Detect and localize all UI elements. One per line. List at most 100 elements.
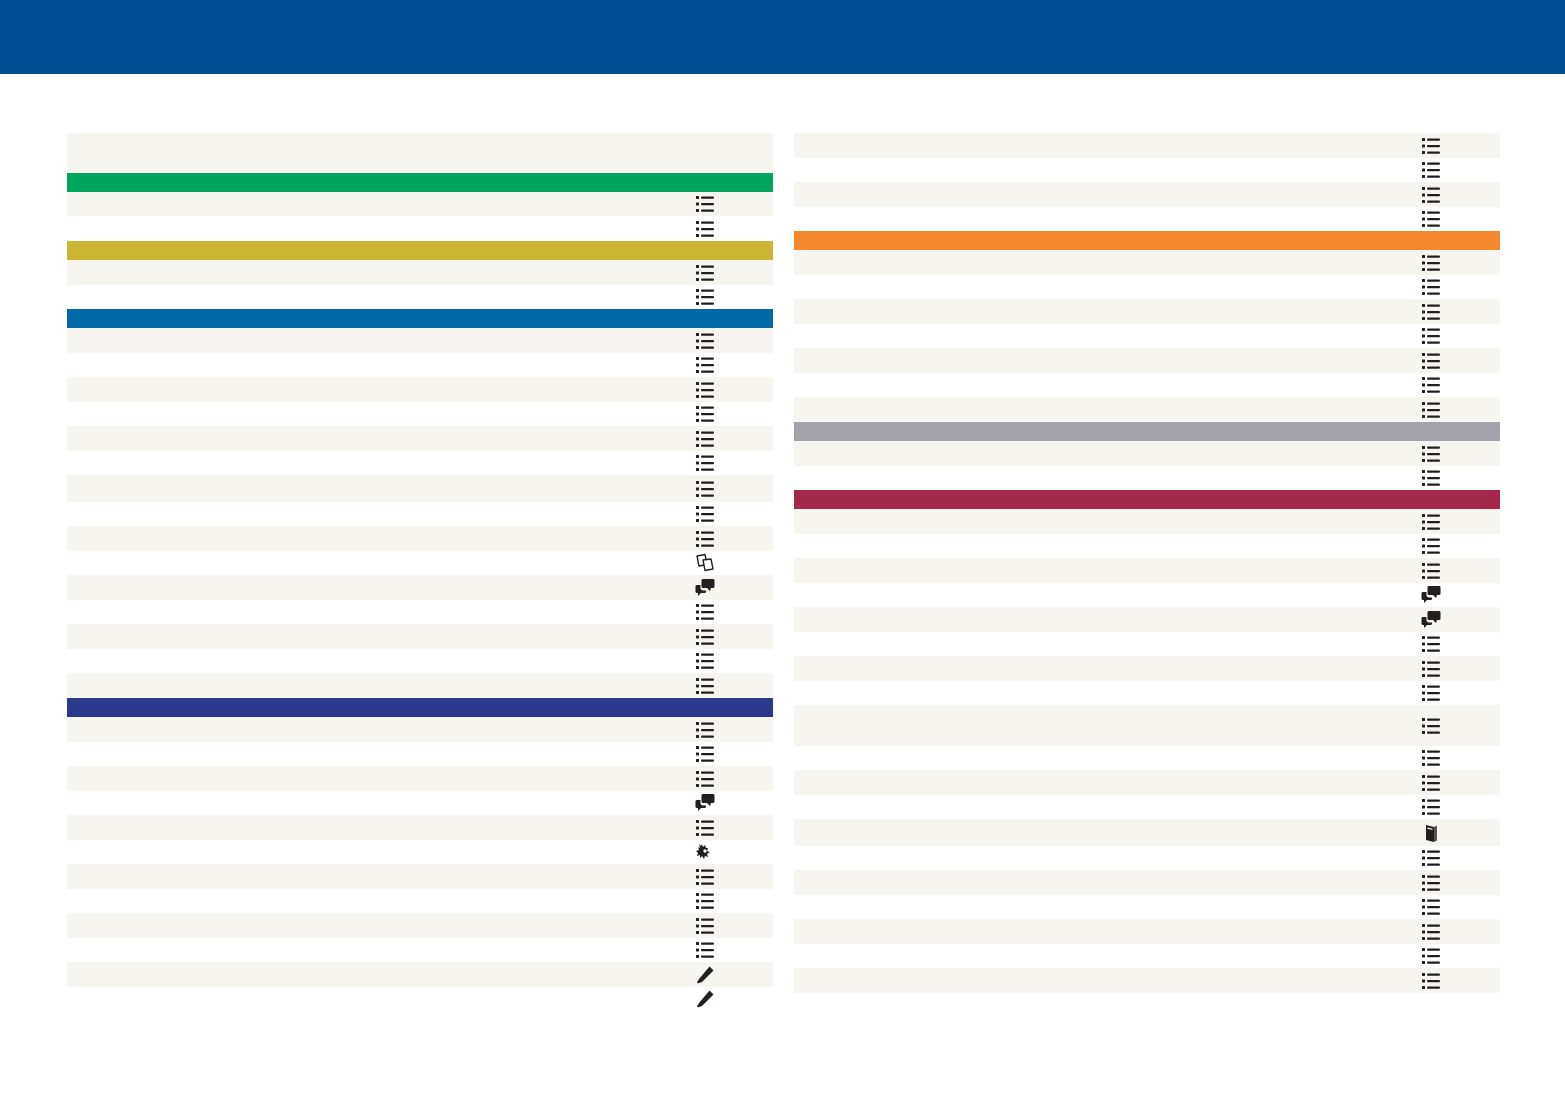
list-icon[interactable] — [695, 219, 715, 239]
list-icon[interactable] — [1421, 326, 1441, 346]
chat-bubbles-icon[interactable] — [695, 578, 715, 598]
list-icon[interactable] — [1421, 512, 1441, 532]
list-icon[interactable] — [1421, 561, 1441, 581]
left-list-row — [67, 475, 773, 502]
icon-label — [1421, 273, 1422, 274]
icon-label — [695, 813, 696, 814]
list-icon[interactable] — [695, 529, 715, 549]
right-list-row — [794, 299, 1500, 324]
list-icon[interactable] — [1421, 797, 1441, 817]
list-icon[interactable] — [1421, 897, 1441, 917]
pencil-icon[interactable] — [695, 989, 715, 1009]
right-section-header-gray — [794, 422, 1500, 441]
list-icon[interactable] — [695, 867, 715, 887]
list-icon[interactable] — [695, 627, 715, 647]
icon-label — [1421, 605, 1422, 606]
list-icon[interactable] — [695, 651, 715, 671]
left-list-row — [67, 913, 773, 938]
list-icon[interactable] — [695, 429, 715, 449]
icon-label — [695, 239, 696, 240]
list-icon[interactable] — [695, 891, 715, 911]
list-icon[interactable] — [695, 263, 715, 283]
list-icon[interactable] — [1421, 946, 1441, 966]
icon-label — [1421, 395, 1422, 396]
icon-label — [695, 214, 696, 215]
list-icon[interactable] — [695, 287, 715, 307]
icon-label — [695, 696, 696, 697]
icon-label — [1421, 679, 1422, 680]
right-list-row — [794, 509, 1500, 534]
list-icon[interactable] — [1421, 536, 1441, 556]
list-icon[interactable] — [695, 916, 715, 936]
left-list-row — [67, 285, 773, 309]
right-list-row — [794, 895, 1500, 919]
list-icon[interactable] — [695, 453, 715, 473]
list-icon[interactable] — [695, 404, 715, 424]
crest-icon[interactable] — [695, 842, 715, 862]
left-section-header-olive — [67, 241, 773, 260]
list-icon[interactable] — [1421, 277, 1441, 297]
list-icon[interactable] — [1421, 748, 1441, 768]
left-list-row — [67, 962, 773, 987]
list-icon[interactable] — [1421, 209, 1441, 229]
list-icon[interactable] — [1421, 351, 1441, 371]
left-list-row — [67, 673, 773, 698]
list-icon[interactable] — [1421, 468, 1441, 488]
list-icon[interactable] — [695, 380, 715, 400]
right-section-header-maroon — [794, 490, 1500, 509]
list-icon[interactable] — [695, 479, 715, 499]
left-list-row — [67, 502, 773, 526]
list-icon[interactable] — [1421, 375, 1441, 395]
list-icon[interactable] — [695, 676, 715, 696]
pencil-icon[interactable] — [695, 965, 715, 985]
right-list-row — [794, 705, 1500, 746]
icon-label — [695, 671, 696, 672]
right-list-row — [794, 534, 1500, 558]
book-icon[interactable] — [1421, 823, 1441, 843]
icon-label — [695, 647, 696, 648]
list-icon[interactable] — [695, 331, 715, 351]
list-icon[interactable] — [1421, 160, 1441, 180]
right-list-row — [794, 583, 1500, 607]
list-icon[interactable] — [1421, 253, 1441, 273]
list-icon[interactable] — [1421, 848, 1441, 868]
right-list-row — [794, 275, 1500, 299]
list-icon[interactable] — [695, 818, 715, 838]
list-icon[interactable] — [1421, 716, 1441, 736]
chat-bubbles-icon[interactable] — [1421, 585, 1441, 605]
icon-label — [695, 862, 696, 863]
list-icon[interactable] — [1421, 922, 1441, 942]
right-list-row — [794, 558, 1500, 583]
left-list-row — [67, 938, 773, 962]
list-icon[interactable] — [695, 720, 715, 740]
list-icon[interactable] — [1421, 773, 1441, 793]
chat-bubbles-icon[interactable] — [1421, 610, 1441, 630]
list-icon[interactable] — [1421, 971, 1441, 991]
list-icon[interactable] — [695, 355, 715, 375]
notes-icon[interactable] — [695, 553, 715, 573]
list-icon[interactable] — [1421, 873, 1441, 893]
list-icon[interactable] — [695, 769, 715, 789]
right-section-header-orange — [794, 231, 1500, 250]
list-icon[interactable] — [695, 744, 715, 764]
list-icon[interactable] — [695, 194, 715, 214]
icon-label — [1421, 464, 1422, 465]
icon-label — [695, 598, 696, 599]
list-icon[interactable] — [1421, 136, 1441, 156]
right-list-row — [794, 158, 1500, 182]
list-icon[interactable] — [1421, 659, 1441, 679]
list-icon[interactable] — [1421, 683, 1441, 703]
list-icon[interactable] — [1421, 400, 1441, 420]
list-icon[interactable] — [1421, 634, 1441, 654]
right-list-row — [794, 944, 1500, 968]
left-list-row — [67, 526, 773, 551]
list-icon[interactable] — [1421, 185, 1441, 205]
list-icon[interactable] — [1421, 302, 1441, 322]
list-icon[interactable] — [695, 940, 715, 960]
list-icon[interactable] — [695, 504, 715, 524]
list-icon[interactable] — [695, 602, 715, 622]
chat-bubbles-icon[interactable] — [695, 793, 715, 813]
right-list-row — [794, 656, 1500, 681]
icon-label — [695, 838, 696, 839]
list-icon[interactable] — [1421, 444, 1441, 464]
